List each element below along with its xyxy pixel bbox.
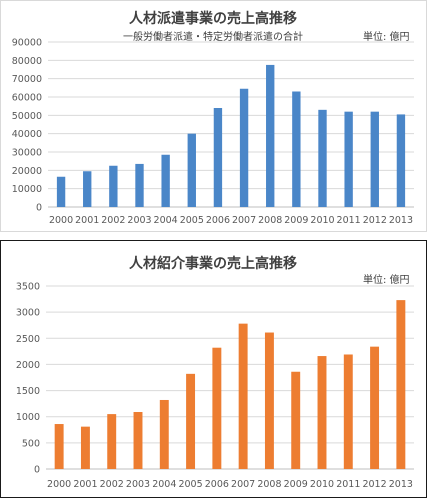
x-tick-label: 2010 <box>310 215 334 226</box>
bar <box>159 399 169 469</box>
bar <box>396 300 406 469</box>
x-tick-label: 2007 <box>231 479 255 490</box>
bar <box>370 111 379 207</box>
x-tick-label: 2011 <box>337 215 361 226</box>
y-tick-label: 3500 <box>16 282 40 293</box>
y-tick-label: 3000 <box>16 308 40 319</box>
y-tick-label: 80000 <box>12 56 42 67</box>
x-tick-label: 2009 <box>284 479 308 490</box>
x-tick-label: 2009 <box>284 215 308 226</box>
x-tick-label: 2004 <box>154 215 178 226</box>
bar <box>161 154 170 207</box>
chart-title: 人材紹介事業の売上高推移 <box>129 255 297 272</box>
bar <box>239 88 249 207</box>
bar <box>291 371 301 469</box>
chart-panel-dispatch: 人材派遣事業の売上高推移 一般労働者派遣・特定労働者派遣の合計 単位: 億円 0… <box>0 0 427 232</box>
x-tick-label: 2006 <box>205 479 229 490</box>
y-tick-label: 40000 <box>12 129 42 140</box>
x-tick-label: 2001 <box>73 479 97 490</box>
bar <box>133 412 143 469</box>
bar <box>107 414 117 469</box>
bar <box>370 346 380 469</box>
y-tick-label: 1000 <box>16 412 40 423</box>
x-tick-label: 2002 <box>100 479 124 490</box>
y-tick-label: 1500 <box>16 386 40 397</box>
bar <box>187 133 196 207</box>
bar <box>264 332 274 469</box>
chart-subtitle: 一般労働者派遣・特定労働者派遣の合計 <box>123 30 303 43</box>
bar <box>396 114 406 207</box>
x-tick-label: 2000 <box>49 215 73 226</box>
y-tick-label: 2500 <box>16 334 40 345</box>
x-tick-label: 2005 <box>178 479 202 490</box>
y-tick-label: 70000 <box>12 74 42 85</box>
y-tick-label: 60000 <box>12 93 42 104</box>
x-tick-label: 2002 <box>101 215 125 226</box>
y-tick-label: 10000 <box>12 184 42 195</box>
x-tick-label: 2008 <box>258 215 282 226</box>
x-tick-label: 2011 <box>336 479 360 490</box>
unit-label: 単位: 億円 <box>363 30 410 43</box>
bar <box>186 373 196 469</box>
x-tick-label: 2010 <box>310 479 334 490</box>
x-tick-label: 2012 <box>362 479 386 490</box>
y-tick-label: 20000 <box>12 166 42 177</box>
y-tick-label: 0 <box>34 465 40 476</box>
bar <box>109 165 118 207</box>
bar <box>135 163 144 207</box>
bar <box>54 424 64 469</box>
x-tick-label: 2003 <box>127 215 151 226</box>
x-tick-label: 2007 <box>232 215 256 226</box>
bar <box>344 111 353 207</box>
x-tick-label: 2013 <box>389 479 413 490</box>
y-tick-label: 50000 <box>12 111 42 122</box>
bar <box>213 108 223 207</box>
dispatch-sales-chart: 人材派遣事業の売上高推移 一般労働者派遣・特定労働者派遣の合計 単位: 億円 0… <box>12 10 414 226</box>
chart-panel-placement: 人材紹介事業の売上高推移 単位: 億円 0 500 1000 1500 2000 2500… <box>0 240 427 498</box>
bar <box>292 91 301 207</box>
y-tick-label: 2000 <box>16 360 40 371</box>
unit-label: 単位: 億円 <box>363 273 410 286</box>
x-tick-label: 2003 <box>126 479 150 490</box>
x-tick-label: 2001 <box>75 215 99 226</box>
bar <box>318 109 327 207</box>
bar <box>212 347 222 469</box>
y-tick-label: 500 <box>22 438 40 449</box>
bar <box>56 176 66 207</box>
bar <box>80 426 90 469</box>
y-tick-label: 0 <box>36 203 42 214</box>
chart-title: 人材派遣事業の売上高推移 <box>129 10 297 27</box>
bar <box>238 323 248 469</box>
x-tick-label: 2008 <box>257 479 281 490</box>
y-tick-label: 90000 <box>12 38 42 49</box>
x-tick-label: 2005 <box>180 215 204 226</box>
x-tick-label: 2000 <box>47 479 71 490</box>
x-tick-label: 2006 <box>206 215 230 226</box>
x-tick-label: 2004 <box>152 479 176 490</box>
placement-sales-chart: 人材紹介事業の売上高推移 単位: 億円 0 500 1000 1500 2000 2500… <box>16 255 414 490</box>
bar <box>83 171 92 207</box>
bar <box>317 356 327 469</box>
x-tick-label: 2013 <box>389 215 413 226</box>
y-tick-label: 30000 <box>12 148 42 159</box>
bar <box>266 64 275 207</box>
bar <box>343 354 353 469</box>
x-tick-label: 2012 <box>363 215 387 226</box>
